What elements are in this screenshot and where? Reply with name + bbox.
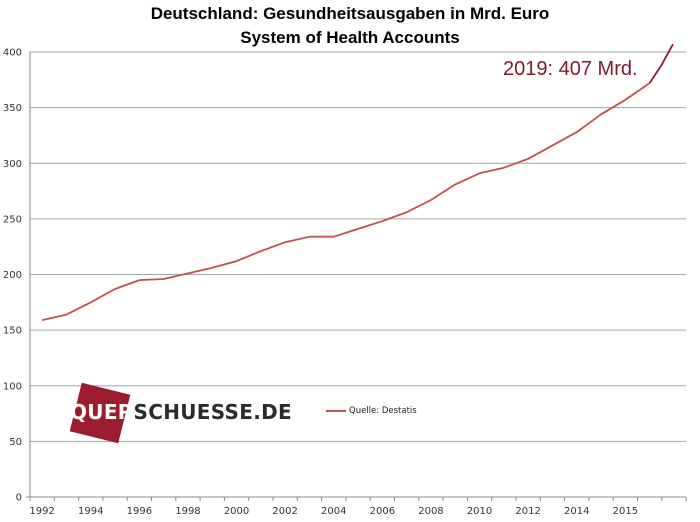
querschuesse-logo: QUERSCHUESSE.DE [69, 382, 310, 444]
y-tick-label: 100 [3, 381, 22, 392]
y-tick-label: 200 [3, 270, 22, 281]
x-tick-label: 2015 [613, 506, 638, 517]
y-tick-label: 300 [3, 159, 22, 170]
annotation-2019: 2019: 407 Mrd. [503, 58, 638, 80]
logo-text-schuesse: SCHUESSE.DE [133, 400, 292, 424]
x-tick-label: 2006 [370, 506, 395, 517]
y-tick-label: 50 [9, 437, 22, 448]
x-tick-label: 2002 [272, 506, 297, 517]
x-tick-label: 1992 [29, 506, 54, 517]
x-tick-label: 2012 [515, 506, 540, 517]
y-tick-label: 250 [3, 214, 22, 225]
logo-text-quer: QUER [70, 400, 134, 424]
legend-label: Quelle: Destatis [349, 406, 417, 416]
x-tick-label: 1996 [127, 506, 152, 517]
x-tick-label: 2010 [467, 506, 492, 517]
x-tick-label: 2000 [224, 506, 249, 517]
x-tick-label: 2008 [418, 506, 443, 517]
y-tick-label: 0 [16, 493, 22, 504]
chart-title: Deutschland: Gesundheitsausgaben in Mrd.… [150, 4, 550, 23]
x-tick-label: 1998 [175, 506, 200, 517]
series-line [41, 82, 651, 321]
series-extension-2019 [648, 43, 674, 84]
y-tick-label: 150 [3, 326, 22, 337]
y-tick-label: 400 [3, 48, 22, 59]
legend-line-icon [326, 410, 346, 412]
legend: Quelle: Destatis [326, 406, 417, 416]
x-tick-label: 2004 [321, 506, 346, 517]
y-tick-label: 350 [3, 103, 22, 114]
x-tick-label: 1994 [78, 506, 103, 517]
x-tick-label: 2014 [564, 506, 589, 517]
chart-subtitle: System of Health Accounts [240, 28, 460, 47]
